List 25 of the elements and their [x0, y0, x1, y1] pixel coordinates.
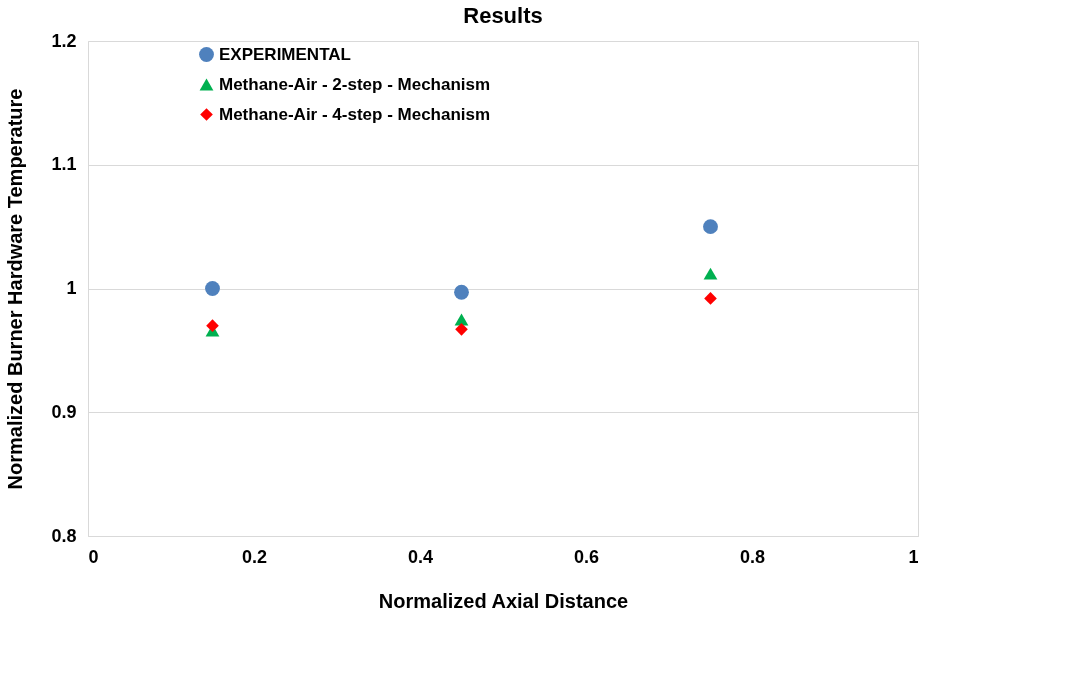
legend-label: Methane-Air - 4-step - Mechanism: [219, 104, 491, 124]
x-tick-label: 1: [908, 546, 919, 567]
chart-title: Results: [463, 3, 543, 28]
x-tick-label: 0: [88, 546, 99, 567]
point: [703, 219, 718, 235]
y-tick-label: 0.9: [51, 401, 77, 422]
legend-label: Methane-Air - 2-step - Mechanism: [219, 74, 491, 94]
point: [704, 292, 717, 305]
y-tick-label: 1.2: [51, 30, 77, 51]
point: [454, 284, 469, 300]
x-tick-label: 0.6: [573, 546, 600, 567]
x-tick-label: 0.4: [407, 546, 434, 567]
y-tick-label: 0.8: [51, 525, 77, 546]
y-axis-title: Normalized Burner Hardware Temperature: [4, 88, 27, 490]
x-axis-title: Normalized Axial Distance: [378, 589, 629, 612]
y-tick-label: 1.1: [51, 154, 77, 175]
point: [454, 313, 469, 326]
point: [455, 323, 468, 336]
point: [703, 267, 718, 280]
y-tick-label: 1: [66, 278, 77, 298]
x-tick-label: 0.8: [739, 546, 766, 567]
point: [206, 319, 219, 332]
point: [205, 281, 220, 296]
x-tick-label: 0.2: [241, 546, 268, 567]
legend-label: EXPERIMENTAL: [219, 44, 351, 64]
